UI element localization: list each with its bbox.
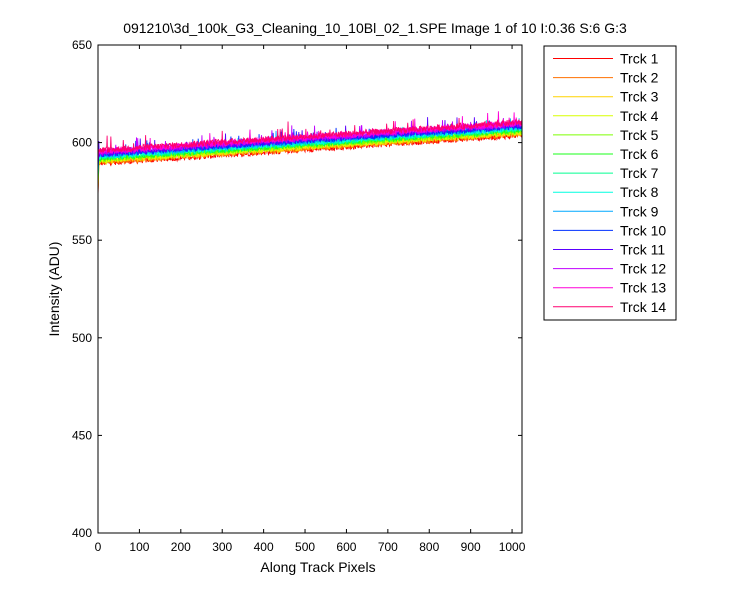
legend-label: Trck 5 bbox=[620, 127, 659, 143]
legend-label: Trck 10 bbox=[620, 222, 666, 238]
y-tick-label: 650 bbox=[72, 38, 92, 52]
legend-box bbox=[543, 45, 677, 321]
legend-label: Trck 7 bbox=[620, 165, 659, 181]
y-tick-label: 400 bbox=[72, 526, 92, 540]
series-layer bbox=[97, 111, 523, 196]
y-tick-label: 500 bbox=[72, 331, 92, 345]
x-tick-label: 100 bbox=[129, 540, 149, 554]
x-tick-label: 900 bbox=[461, 540, 481, 554]
y-tick-label: 550 bbox=[72, 233, 92, 247]
legend-label: Trck 12 bbox=[620, 261, 666, 277]
x-tick-label: 200 bbox=[171, 540, 191, 554]
x-axis-ticks: 0 100 200 300 400 500 600 700 800 900 1000 bbox=[95, 45, 526, 554]
x-tick-label: 1000 bbox=[499, 540, 526, 554]
legend-label: Trck 14 bbox=[620, 299, 666, 315]
legend-items: Trck 1 Trck 2 Trck 3 Trck 4 Trck 5 Trck 6 Trck… bbox=[553, 51, 666, 315]
x-tick-label: 300 bbox=[212, 540, 232, 554]
x-tick-label: 0 bbox=[95, 540, 102, 554]
x-tick-label: 600 bbox=[336, 540, 356, 554]
legend-label: Trck 8 bbox=[620, 184, 659, 200]
legend-label: Trck 11 bbox=[620, 242, 665, 258]
legend: Trck 1 Trck 2 Trck 3 Trck 4 Trck 5 Trck 6 Trck… bbox=[543, 45, 677, 321]
series-line-trck-14 bbox=[97, 118, 523, 158]
legend-label: Trck 4 bbox=[620, 108, 659, 124]
chart-title: 091210\3d_100k_G3_Cleaning_10_10Bl_02_1.… bbox=[123, 20, 627, 36]
legend-label: Trck 3 bbox=[620, 89, 659, 105]
x-axis-label: Along Track Pixels bbox=[260, 559, 375, 575]
legend-label: Trck 6 bbox=[620, 146, 659, 162]
x-tick-label: 700 bbox=[378, 540, 398, 554]
legend-label: Trck 13 bbox=[620, 280, 666, 296]
legend-label: Trck 2 bbox=[620, 70, 659, 86]
y-axis-ticks: 400 450 500 550 600 650 bbox=[72, 38, 522, 540]
x-tick-label: 800 bbox=[419, 540, 439, 554]
legend-label: Trck 1 bbox=[620, 51, 659, 67]
axes-box bbox=[97, 44, 523, 534]
y-axis-label: Intensity (ADU) bbox=[46, 242, 62, 337]
legend-label: Trck 9 bbox=[620, 203, 659, 219]
x-tick-label: 400 bbox=[254, 540, 274, 554]
y-tick-label: 600 bbox=[72, 136, 92, 150]
y-tick-label: 450 bbox=[72, 428, 92, 442]
x-tick-label: 500 bbox=[295, 540, 315, 554]
